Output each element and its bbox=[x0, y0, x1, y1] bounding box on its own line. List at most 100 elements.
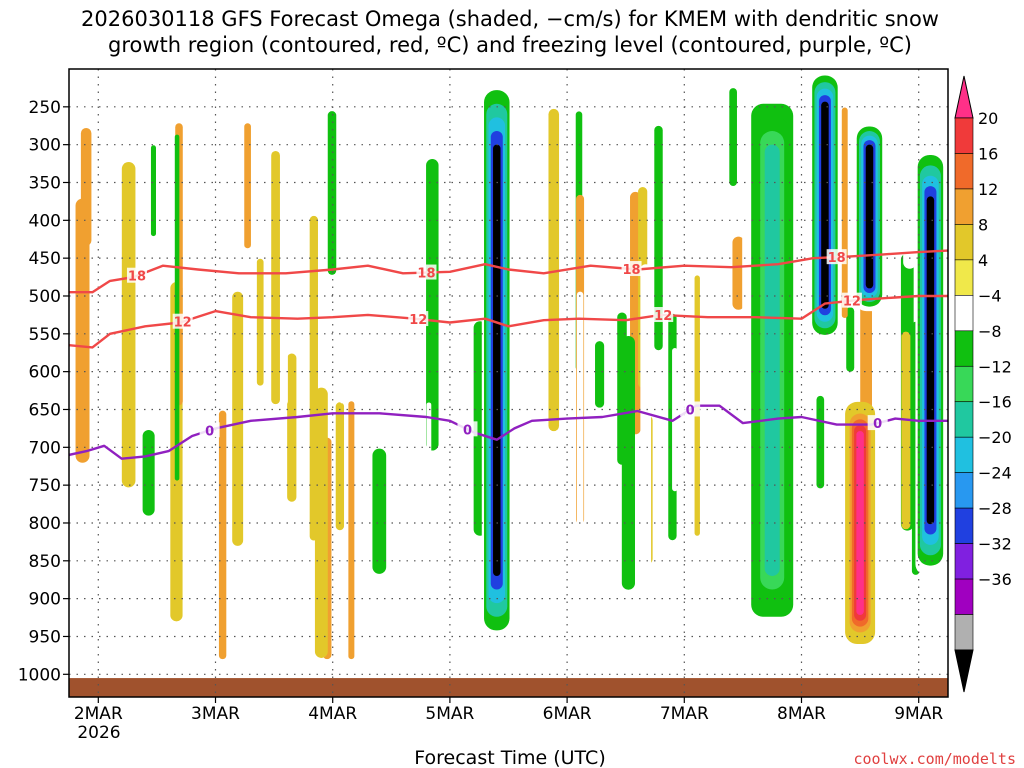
colorbar-box bbox=[954, 188, 974, 225]
shade-streak bbox=[903, 88, 917, 269]
colorbar-label: −8 bbox=[978, 322, 1002, 341]
colorbar-label: 4 bbox=[978, 251, 988, 270]
contour-label-dendritic-18C: 18 bbox=[128, 270, 146, 285]
contour-label-dendritic-12C: 12 bbox=[654, 309, 672, 324]
colorbar-box bbox=[954, 330, 974, 367]
contour-lines: 18 18 18 18 12 12 12 12 0 0 0 0 bbox=[69, 249, 948, 460]
colorbar-box bbox=[954, 295, 974, 332]
shade-ascent-8mar-b bbox=[865, 144, 874, 289]
shade-sinking-8mar-low bbox=[856, 430, 864, 615]
y-tick-label: 550 bbox=[29, 325, 61, 345]
colorbar-label: −32 bbox=[978, 535, 1012, 554]
shade-streak bbox=[846, 307, 855, 372]
shade-streak bbox=[548, 108, 560, 432]
colorbar-box bbox=[954, 259, 974, 296]
colorbar-label: −20 bbox=[978, 428, 1012, 447]
contour-dendritic-18C bbox=[69, 249, 948, 294]
shade-ascent-5mar bbox=[493, 144, 501, 576]
colorbar-label: −36 bbox=[978, 570, 1012, 589]
contour-label-dendritic-18C: 18 bbox=[623, 263, 641, 278]
y-tick-label: 600 bbox=[29, 363, 61, 383]
shade-ascent-6mar-band bbox=[764, 144, 780, 576]
shade-streak bbox=[729, 88, 737, 186]
contour-label-freezing-level-0C: 0 bbox=[463, 423, 472, 438]
shade-streak bbox=[617, 312, 627, 465]
title: 2026030118 GFS Forecast Omega (shaded, −… bbox=[81, 7, 939, 57]
y-tick-label: 800 bbox=[29, 514, 61, 534]
shade-streak bbox=[816, 395, 825, 489]
colorbar: 20 16 12 8 4 −4 −8 −12 −16 −20 −24 −28 −32 −36 bbox=[954, 75, 1012, 693]
y-tick-label: 450 bbox=[29, 249, 61, 269]
contour-label-dendritic-12C: 12 bbox=[174, 316, 192, 331]
shade-streak bbox=[595, 341, 605, 408]
contour-label-bg bbox=[653, 307, 674, 323]
title-line-2: growth region (contoured, red, ºC) and f… bbox=[108, 33, 912, 57]
shade-streak bbox=[372, 448, 387, 574]
shade-streak bbox=[314, 387, 328, 658]
shade-streak bbox=[142, 429, 155, 516]
shade-streak bbox=[150, 145, 157, 237]
contour-label-bg bbox=[867, 415, 888, 431]
shade-streak bbox=[75, 198, 90, 463]
shade-streak bbox=[603, 419, 616, 534]
contour-label-bg bbox=[408, 311, 429, 327]
colorbar-box bbox=[954, 401, 974, 438]
shade-streak bbox=[841, 107, 848, 319]
shade-streak bbox=[732, 236, 745, 310]
colorbar-label: −28 bbox=[978, 499, 1012, 518]
colorbar-box bbox=[954, 472, 974, 509]
y-tick-label: 700 bbox=[29, 438, 61, 458]
contour-label-freezing-level-0C: 0 bbox=[686, 403, 695, 418]
x-axis: 2MAR 3MAR 4MAR 5MAR 6MAR 7MAR 8MAR 9MAR bbox=[74, 697, 943, 724]
colorbar-box bbox=[954, 507, 974, 544]
colorbar-label: 16 bbox=[978, 144, 998, 163]
shade-streak bbox=[654, 125, 663, 351]
colorbar-box bbox=[954, 365, 974, 403]
y-tick-label: 1000 bbox=[18, 665, 61, 685]
y-tick-label: 400 bbox=[29, 211, 61, 231]
shade-streak bbox=[901, 331, 911, 530]
y-tick-label: 250 bbox=[29, 98, 61, 118]
colorbar-label: −4 bbox=[978, 286, 1002, 305]
x-tick-label: 7MAR bbox=[660, 704, 709, 724]
x-tick-label: 4MAR bbox=[308, 704, 357, 724]
colorbar-label: 8 bbox=[978, 215, 988, 234]
y-tick-label: 900 bbox=[29, 590, 61, 610]
shade-streak bbox=[121, 162, 136, 488]
colorbar-box bbox=[954, 224, 974, 261]
colorbar-top-triangle bbox=[954, 75, 974, 119]
shade-ascent-9mar bbox=[926, 196, 935, 525]
colorbar-box bbox=[954, 578, 974, 615]
contour-label-dendritic-18C: 18 bbox=[417, 267, 435, 282]
contour-freezing-level-0C bbox=[69, 404, 948, 460]
contour-label-bg bbox=[172, 313, 193, 329]
credit-label: coolwx.com/modelts bbox=[853, 750, 1016, 768]
shade-streak bbox=[218, 410, 227, 660]
y-tick-label: 950 bbox=[29, 627, 61, 647]
y-tick-label: 500 bbox=[29, 287, 61, 307]
colorbar-label: −12 bbox=[978, 357, 1012, 376]
colorbar-box bbox=[954, 543, 974, 580]
shade-streak bbox=[80, 127, 92, 246]
contour-label-dendritic-12C: 12 bbox=[843, 295, 861, 310]
colorbar-bottom-triangle bbox=[954, 649, 974, 693]
shade-streak bbox=[287, 353, 297, 502]
contour-label-bg bbox=[416, 264, 437, 280]
contour-label-bg bbox=[621, 261, 642, 277]
x-axis-title: Forecast Time (UTC) bbox=[414, 747, 605, 768]
contour-label-bg bbox=[826, 249, 847, 265]
shade-streak bbox=[426, 159, 439, 451]
colorbar-box bbox=[954, 436, 974, 473]
shade-streak bbox=[232, 291, 244, 546]
x-tick-label: 9MAR bbox=[894, 704, 943, 724]
y-tick-label: 850 bbox=[29, 552, 61, 572]
plot-frame bbox=[68, 68, 949, 698]
x-year-label: 2026 bbox=[77, 723, 120, 743]
x-tick-label: 5MAR bbox=[425, 704, 474, 724]
x-tick-label: 8MAR bbox=[777, 704, 826, 724]
shade-streak bbox=[348, 401, 355, 660]
colorbar-box bbox=[954, 117, 974, 154]
contour-label-bg bbox=[841, 292, 862, 308]
shade-streak bbox=[271, 151, 280, 405]
y-axis: 250 300 350 400 450 500 550 600 650 700 750 800 850 9… bbox=[18, 98, 69, 685]
